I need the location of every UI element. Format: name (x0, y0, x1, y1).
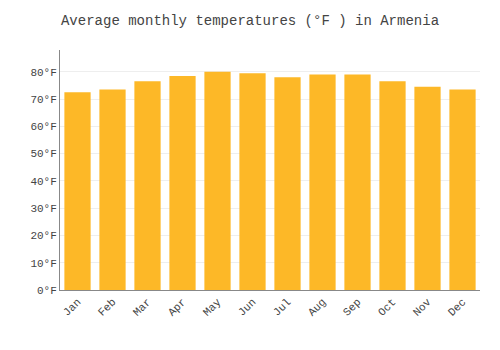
svg-text:May: May (201, 296, 224, 319)
svg-text:Apr: Apr (166, 296, 188, 318)
svg-text:60°F: 60°F (30, 121, 56, 133)
svg-text:Average monthly temperatures (: Average monthly temperatures (°F ) in Ar… (61, 13, 439, 29)
svg-text:30°F: 30°F (30, 203, 56, 215)
svg-text:Sep: Sep (341, 296, 363, 318)
svg-text:Dec: Dec (446, 296, 468, 318)
svg-text:70°F: 70°F (30, 94, 56, 106)
svg-text:50°F: 50°F (30, 148, 56, 160)
svg-text:Jan: Jan (61, 296, 83, 318)
svg-text:10°F: 10°F (30, 258, 56, 270)
svg-text:Nov: Nov (411, 296, 434, 319)
svg-text:Jun: Jun (236, 296, 258, 318)
svg-text:20°F: 20°F (30, 230, 56, 242)
svg-text:0°F: 0°F (37, 285, 57, 297)
svg-text:Oct: Oct (376, 296, 398, 318)
svg-text:Feb: Feb (96, 296, 118, 318)
svg-text:80°F: 80°F (30, 67, 56, 79)
svg-text:Mar: Mar (131, 296, 153, 318)
svg-text:40°F: 40°F (30, 176, 56, 188)
svg-text:Aug: Aug (306, 296, 328, 318)
svg-text:Jul: Jul (271, 296, 293, 318)
